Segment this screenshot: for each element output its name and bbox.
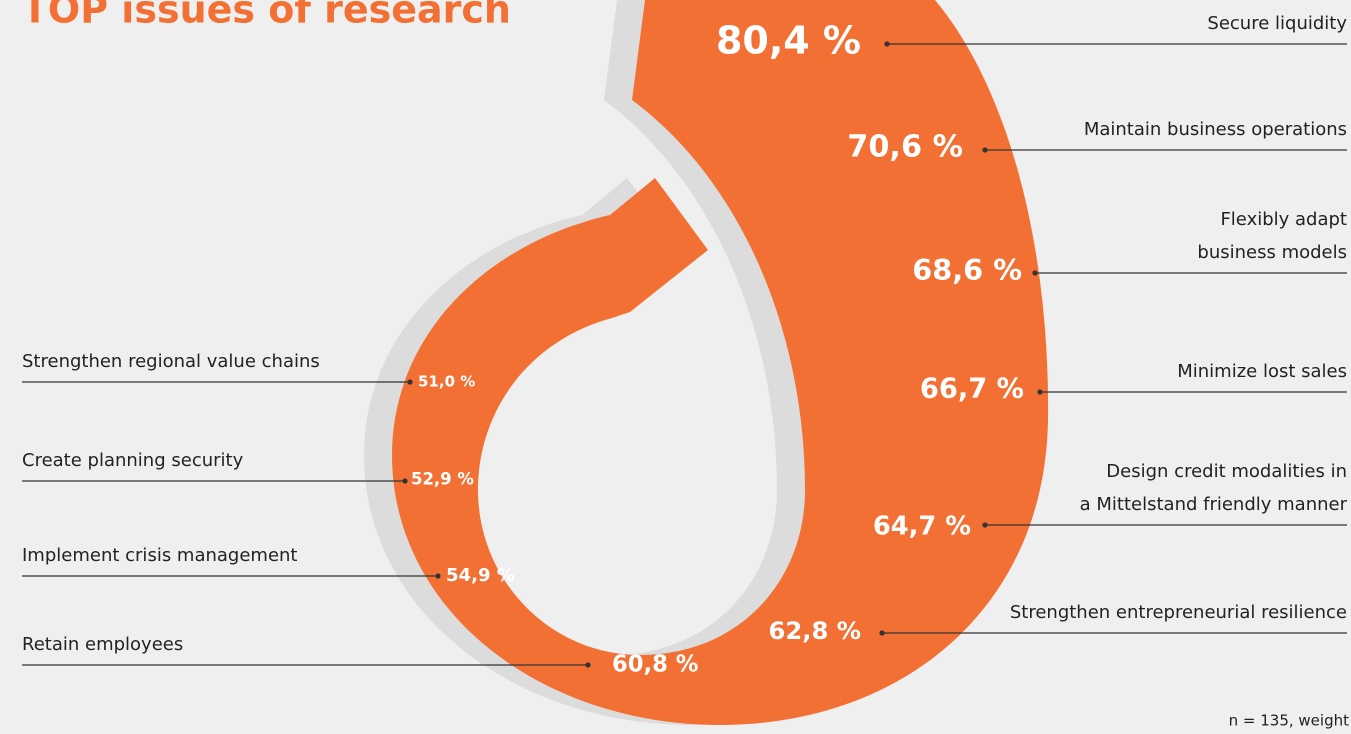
leader-dot <box>585 662 591 668</box>
category-label-line: a Mittelstand friendly manner <box>1080 494 1348 515</box>
leader-dot <box>402 478 408 484</box>
value-label: 64,7 % <box>873 512 971 542</box>
value-label: 68,6 % <box>912 253 1022 287</box>
value-label: 80,4 % <box>716 19 861 63</box>
category-label: Secure liquidity <box>1207 13 1347 34</box>
category-label: Strengthen regional value chains <box>22 351 320 372</box>
category-label-line: Strengthen entrepreneurial resilience <box>1010 602 1347 623</box>
value-label: 66,7 % <box>920 374 1024 405</box>
leader-dot <box>982 522 988 528</box>
leader-dot <box>879 630 885 636</box>
category-label: Flexibly adapt business models <box>1197 209 1347 263</box>
leader-dot <box>982 147 988 153</box>
category-label-line: Secure liquidity <box>1207 13 1347 34</box>
value-label: 52,9 % <box>411 470 474 489</box>
category-label-line: business models <box>1197 242 1347 263</box>
category-label-line: Implement crisis management <box>22 545 298 566</box>
leader-dot <box>884 41 890 47</box>
value-label: 54,9 % <box>446 565 515 586</box>
leader-dot <box>1037 389 1043 395</box>
category-label: Strengthen entrepreneurial resilience <box>1010 602 1347 623</box>
category-label: Create planning security <box>22 450 244 471</box>
category-label: Implement crisis management <box>22 545 298 566</box>
category-label-line: Minimize lost sales <box>1177 361 1347 382</box>
leader-dot <box>407 379 413 385</box>
leader-dot <box>1032 270 1038 276</box>
category-label: Retain employees <box>22 634 183 655</box>
chart-title: TOP issues of research <box>22 0 511 32</box>
value-label: 70,6 % <box>847 130 963 165</box>
value-label: 60,8 % <box>612 652 699 678</box>
spiral <box>392 0 1049 725</box>
note: n = 135, weight <box>1229 712 1349 730</box>
category-label-line: Strengthen regional value chains <box>22 351 320 372</box>
category-label-line: Create planning security <box>22 450 244 471</box>
leader-dot <box>435 573 441 579</box>
category-label-line: Design credit modalities in <box>1106 461 1347 482</box>
value-label: 62,8 % <box>769 617 861 645</box>
category-label-line: Flexibly adapt <box>1220 209 1347 230</box>
category-label: Minimize lost sales <box>1177 361 1347 382</box>
value-label: 51,0 % <box>418 373 475 391</box>
category-label: Maintain business operations <box>1084 119 1347 140</box>
category-label-line: Retain employees <box>22 634 183 655</box>
category-label-line: Maintain business operations <box>1084 119 1347 140</box>
category-label: Design credit modalities in a Mittelstand… <box>1080 461 1348 515</box>
